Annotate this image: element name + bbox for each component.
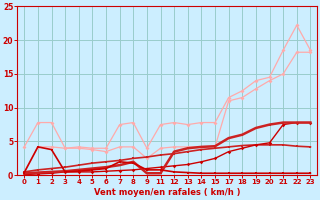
X-axis label: Vent moyen/en rafales ( km/h ): Vent moyen/en rafales ( km/h )	[94, 188, 241, 197]
